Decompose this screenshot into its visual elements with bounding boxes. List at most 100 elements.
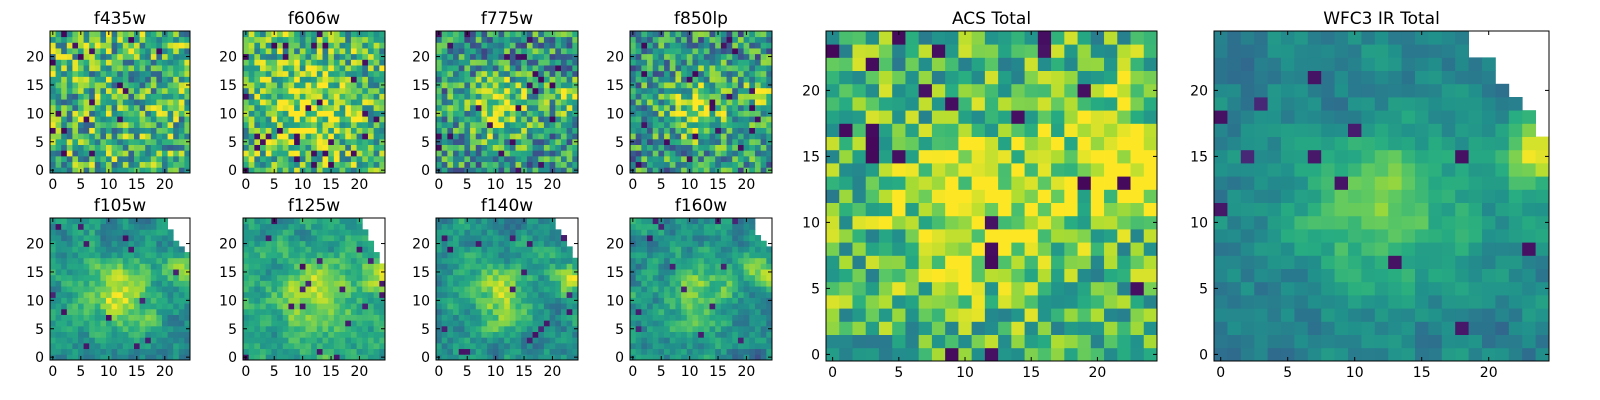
heatmap-cell: [743, 314, 750, 321]
heatmap-cell: [243, 104, 250, 111]
heatmap-cell: [560, 76, 568, 83]
heatmap-cell: [692, 36, 699, 43]
heatmap-cell: [322, 342, 329, 350]
heatmap-cell: [492, 235, 499, 242]
heatmap-cell: [299, 53, 306, 60]
heatmap-cell: [322, 218, 329, 225]
heatmap-cell: [184, 31, 191, 38]
heatmap-cell: [521, 144, 528, 151]
heatmap-cell: [635, 320, 642, 327]
heatmap-cell: [675, 70, 682, 77]
heatmap-cell: [328, 223, 335, 230]
heatmap-cell: [106, 291, 112, 298]
heatmap-cell: [720, 150, 727, 157]
heatmap-cell: [566, 65, 573, 72]
heatmap-cell: [305, 161, 312, 168]
heatmap-cell: [345, 138, 352, 145]
heatmap-cell: [122, 53, 129, 60]
heatmap-cell: [453, 320, 460, 327]
heatmap-cell: [766, 286, 773, 293]
heatmap-cell: [487, 252, 494, 259]
heatmap-cell: [464, 110, 471, 117]
heatmap-cell: [111, 127, 118, 134]
heatmap-cell: [475, 314, 482, 321]
heatmap-cell: [106, 337, 112, 344]
axes-frame: [435, 217, 579, 361]
heatmap-cell: [106, 138, 112, 145]
heatmap-cell: [367, 286, 375, 293]
heatmap-cell: [100, 223, 107, 230]
heatmap-cell: [333, 144, 340, 151]
heatmap-cell: [294, 348, 301, 355]
heatmap-cell: [294, 257, 301, 264]
heatmap-cell: [509, 297, 516, 304]
heatmap-cell: [299, 155, 306, 163]
heatmap-cell: [128, 246, 135, 253]
heatmap-cell: [167, 70, 174, 77]
heatmap-cell: [178, 348, 185, 355]
heatmap-cell: [328, 70, 335, 77]
heatmap-cell: [89, 240, 96, 247]
heatmap-cell: [111, 348, 118, 355]
heatmap-cell: [658, 36, 665, 43]
heatmap-cell: [282, 93, 289, 100]
heatmap-cell: [652, 110, 659, 117]
heatmap-cell: [504, 240, 511, 247]
heatmap-cell: [339, 93, 346, 100]
heatmap-cell: [453, 150, 460, 157]
heatmap-cell: [345, 36, 352, 43]
heatmap-cell: [560, 65, 568, 72]
heatmap-cell: [681, 167, 688, 174]
heatmap-cell: [94, 53, 101, 60]
heatmap-cell: [156, 110, 163, 117]
heatmap-cell: [732, 48, 739, 55]
heatmap-cell: [134, 269, 140, 276]
heatmap-cell: [78, 144, 84, 151]
heatmap-cell: [726, 337, 733, 344]
heatmap-cell: [50, 65, 56, 72]
heatmap-cell: [373, 59, 380, 66]
heatmap-cell: [50, 257, 56, 264]
heatmap-cell: [339, 291, 346, 298]
heatmap-cell: [521, 280, 528, 287]
heatmap-cell: [754, 348, 762, 355]
heatmap-cell: [333, 99, 340, 106]
heatmap-cell: [111, 133, 118, 140]
heatmap-cell: [254, 42, 261, 49]
heatmap-cell: [316, 31, 323, 38]
heatmap-cell: [464, 150, 471, 157]
heatmap-cell: [732, 331, 739, 338]
heatmap-cell: [726, 150, 733, 157]
heatmap-cell: [117, 240, 124, 247]
heatmap-cell: [260, 291, 267, 298]
heatmap-cell: [367, 76, 375, 83]
heatmap-cell: [543, 167, 550, 174]
heatmap-cell: [515, 65, 522, 72]
heatmap-cell: [560, 337, 568, 344]
heatmap-cell: [732, 70, 739, 77]
heatmap-cell: [339, 274, 346, 281]
heatmap-cell: [681, 331, 688, 338]
heatmap-cell: [128, 167, 135, 174]
heatmap-cell: [470, 116, 477, 123]
heatmap-cell: [692, 257, 699, 264]
heatmap-cell: [566, 263, 573, 270]
heatmap-cell: [566, 76, 573, 83]
heatmap-cell: [515, 155, 522, 163]
heatmap-cell: [367, 314, 375, 321]
heatmap-cell: [686, 87, 693, 94]
heatmap-cell: [78, 308, 84, 315]
heatmap-cell: [367, 263, 375, 270]
heatmap-cell: [248, 36, 255, 43]
heatmap-cell: [515, 76, 522, 83]
heatmap-cell: [703, 144, 710, 151]
heatmap-cell: [184, 65, 191, 72]
heatmap-cell: [498, 121, 505, 128]
heatmap-cell: [760, 274, 767, 281]
heatmap-cell: [560, 280, 568, 287]
heatmap-cell: [436, 144, 443, 151]
heatmap-cell: [681, 161, 688, 168]
heatmap-cell: [100, 263, 107, 270]
heatmap-cell: [566, 252, 573, 259]
heatmap-cell: [664, 48, 671, 55]
